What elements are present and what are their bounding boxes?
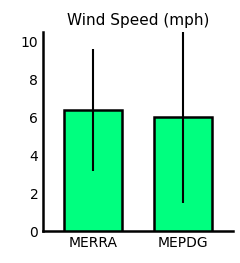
Title: Wind Speed (mph): Wind Speed (mph) [67,13,209,28]
Bar [64,110,122,231]
Bar [154,117,212,231]
